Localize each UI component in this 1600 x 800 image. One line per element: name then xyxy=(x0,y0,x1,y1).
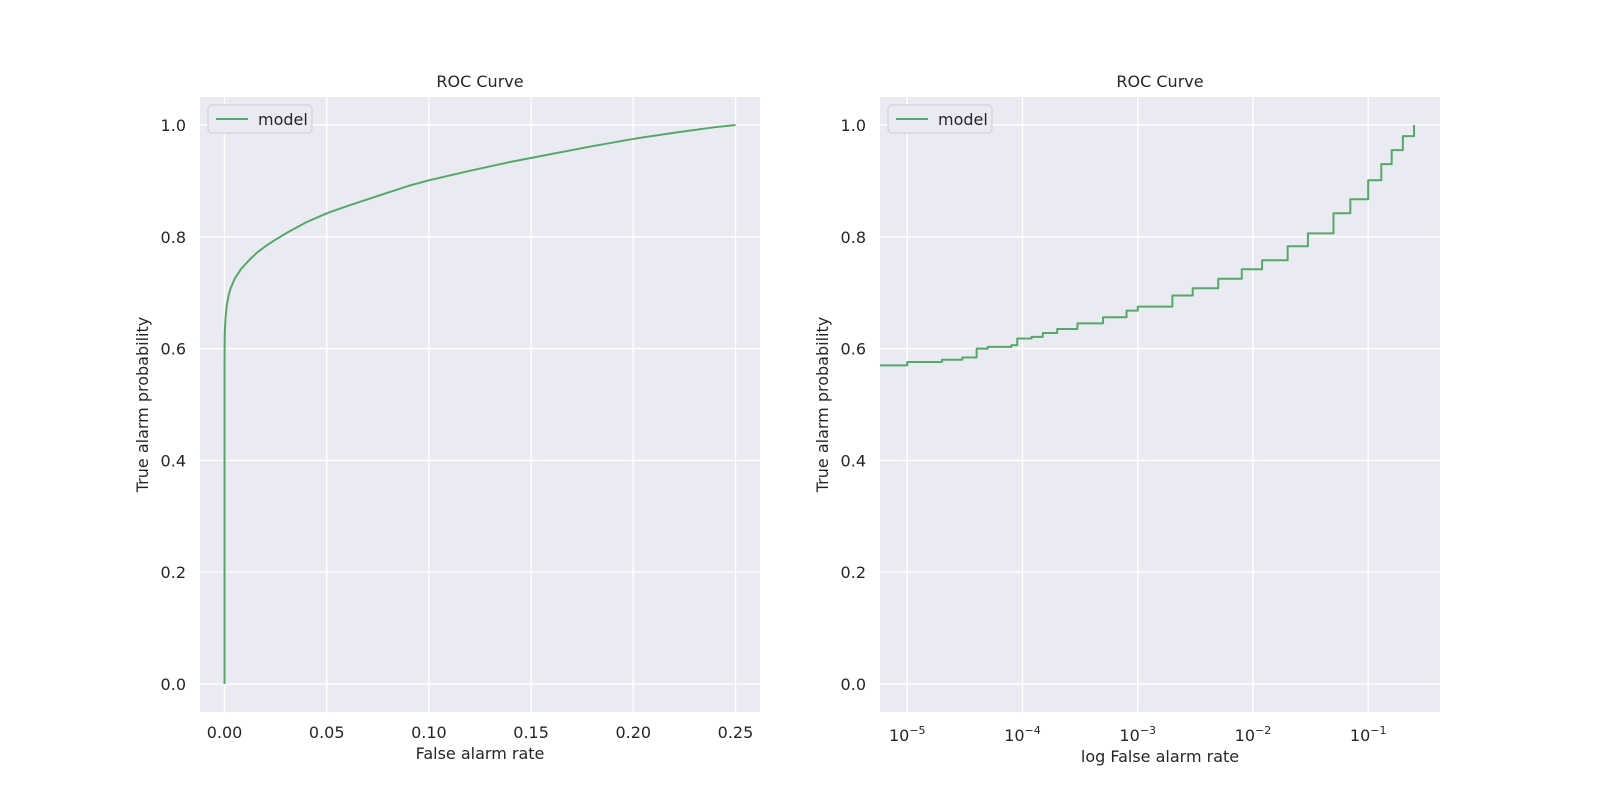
x-axis-label: log False alarm rate xyxy=(1081,747,1239,766)
tick-base: 10 xyxy=(889,726,909,745)
y-tick-label: 0.8 xyxy=(161,228,186,247)
y-tick-label: 1.0 xyxy=(841,116,866,135)
y-tick-label: 0.4 xyxy=(841,451,866,470)
x-tick-label: 10−1 xyxy=(1350,724,1387,745)
tick-exponent: −4 xyxy=(1025,724,1041,737)
plot-area xyxy=(200,97,760,712)
x-tick-label: 0.05 xyxy=(309,723,345,742)
x-tick-label: 10−5 xyxy=(889,724,926,745)
tick-base: 10 xyxy=(1004,726,1024,745)
legend: model xyxy=(887,104,993,134)
x-tick-label: 0.15 xyxy=(513,723,549,742)
legend-label: model xyxy=(258,110,308,129)
y-tick-label: 1.0 xyxy=(161,116,186,135)
y-tick-label: 0.0 xyxy=(161,675,186,694)
x-tick-label: 0.00 xyxy=(207,723,243,742)
series-line-model xyxy=(880,124,1416,367)
x-tick-label: 10−2 xyxy=(1235,724,1272,745)
x-tick-label: 10−4 xyxy=(1004,724,1041,745)
y-tick-label: 0.8 xyxy=(841,228,866,247)
tick-exponent: −2 xyxy=(1255,724,1271,737)
chart-panel-1: 10−5 10−4 10−3 10−2 10−10.00.20.40.60.81.0RO… xyxy=(813,72,1440,766)
y-tick-label: 0.6 xyxy=(161,340,186,359)
tick-base: 10 xyxy=(1235,726,1255,745)
y-axis-label: True alarm probability xyxy=(133,317,152,493)
y-tick-label: 0.0 xyxy=(841,675,866,694)
chart-panel-0: 0.00 0.05 0.10 0.15 0.20 0.25 0.0 0.2 0.4 0.6 0.8 1… xyxy=(133,72,760,763)
tick-exponent: −3 xyxy=(1140,724,1156,737)
legend-box xyxy=(887,104,993,134)
tick-base: 10 xyxy=(1119,726,1139,745)
tick-base: 10 xyxy=(1350,726,1370,745)
chart-title: ROC Curve xyxy=(1116,72,1203,91)
legend-box xyxy=(207,104,313,134)
y-tick-label: 0.6 xyxy=(841,340,866,359)
tick-exponent: −1 xyxy=(1370,724,1386,737)
chart-title: ROC Curve xyxy=(436,72,523,91)
series-line-model xyxy=(223,123,736,685)
y-tick-label: 0.2 xyxy=(841,563,866,582)
legend: model xyxy=(207,104,313,134)
tick-exponent: −5 xyxy=(909,724,925,737)
x-tick-label: 0.25 xyxy=(718,723,754,742)
x-tick-label: 0.10 xyxy=(411,723,447,742)
x-tick-label: 0.20 xyxy=(615,723,651,742)
legend-label: model xyxy=(938,110,988,129)
x-axis-label: False alarm rate xyxy=(416,744,545,763)
y-axis-label: True alarm probability xyxy=(813,317,832,493)
plot-area xyxy=(880,97,1440,712)
y-tick-label: 0.4 xyxy=(161,451,186,470)
y-tick-label: 0.2 xyxy=(161,563,186,582)
x-tick-label: 10−3 xyxy=(1119,724,1156,745)
